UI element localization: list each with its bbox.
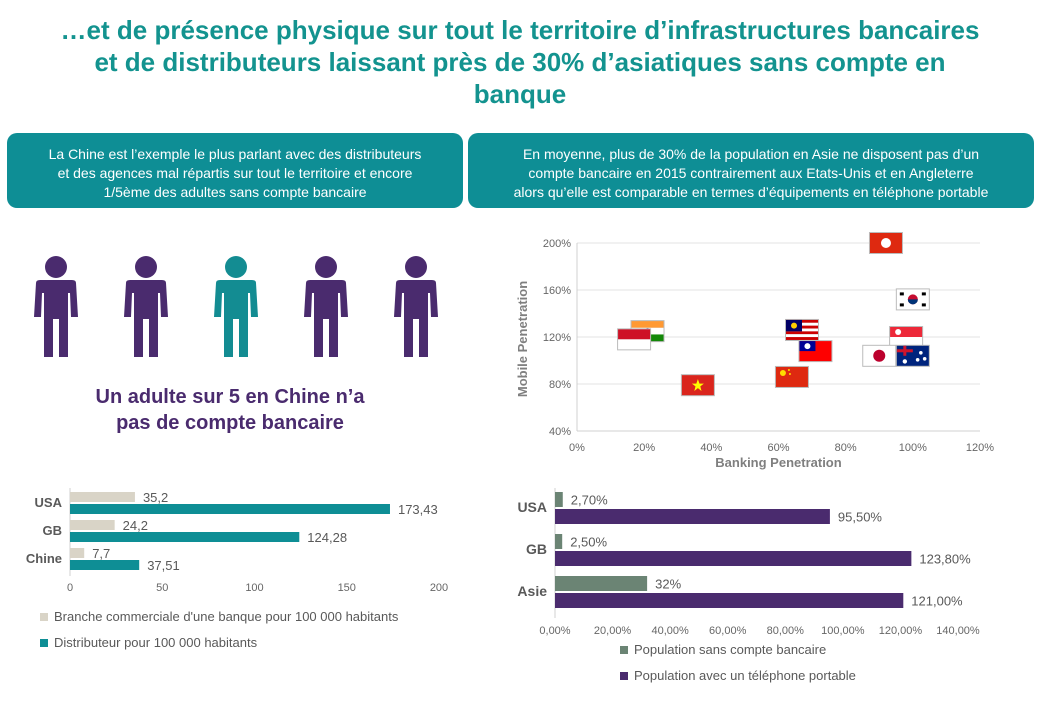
legend-label: Branche commerciale d'une banque pour 10… [54,609,399,624]
category-label: USA [35,495,63,510]
bar [555,534,563,549]
population-bar-chart: USA 2,70% 95,50% GB 2,50% 123,80% Asie 32% 121,0… [517,488,980,683]
person-icon [300,255,352,359]
category-label: Asie [517,583,547,599]
data-label: 95,50% [838,510,883,525]
x-tick-label: 20,00% [594,625,632,637]
indonesia-flag [617,328,652,351]
x-tick-label: 100% [899,442,927,454]
x-tick-label: 0 [67,582,73,594]
data-label: 121,00% [911,594,963,609]
x-tick-label: 140,00% [936,625,980,637]
page-title: …et de présence physique sur tout le ter… [10,14,1030,110]
x-tick-label: 120,00% [879,625,923,637]
vietnam-flag [680,374,715,397]
data-label: 32% [655,577,681,592]
x-tick-label: 80,00% [767,625,805,637]
japan-flag [862,344,897,367]
info-line: La Chine est l’exemple le plus parlant a… [48,146,422,162]
bar [70,532,300,542]
person-icon [120,255,172,359]
china-flag [774,365,809,388]
person-icon [30,255,82,359]
x-tick-label: 40% [700,442,722,454]
category-label: GB [526,541,547,557]
scatter-chart: 40% 80% 120% 160% 200% 0% 20% 40% 60% 80% 100% 120%… [515,232,994,470]
singapore-flag [889,326,924,348]
china-tagline: Un adulte sur 5 en Chine n’a pas de comp… [40,384,420,436]
tagline-line: Un adulte sur 5 en Chine n’a [95,386,365,408]
info-line: 1/5ème des adultes sans compte bancaire [103,184,367,200]
legend-label: Population avec un téléphone portable [634,668,856,683]
category-label: Chine [26,551,62,566]
legend-label: Population sans compte bancaire [634,642,826,657]
bar [70,520,115,530]
asia-info-box: En moyenne, plus de 30% de la population… [468,133,1034,208]
data-label: 35,2 [143,490,168,505]
title-line: …et de présence physique sur tout le ter… [60,15,980,45]
title-line: banque [473,79,567,109]
south-korea-flag [895,288,930,311]
x-axis-title: Banking Penetration [715,455,841,470]
data-label: 124,28 [307,530,347,545]
legend-swatch [40,613,48,621]
category-label: USA [517,499,547,515]
bank-infrastructure-bar-chart: USA 35,2 173,43 GB 24,2 124,28 Chine 7,7 37,51 0 5… [26,488,448,650]
x-tick-label: 150 [338,582,356,594]
bar [555,492,563,507]
bar [70,504,390,514]
bar [555,551,912,566]
info-line: et des agences mal répartis sur tout le … [57,165,413,181]
x-tick-label: 100,00% [821,625,865,637]
data-label: 37,51 [147,558,180,573]
data-label: 7,7 [92,546,110,561]
data-label: 24,2 [123,518,148,533]
x-tick-label: 50 [156,582,168,594]
legend-swatch [620,646,628,654]
bar [555,576,648,591]
x-tick-label: 0% [569,442,585,454]
china-info-box: La Chine est l’exemple le plus parlant a… [7,133,463,208]
hong-kong-flag [868,232,903,254]
y-tick-label: 120% [543,332,571,344]
x-tick-label: 60,00% [709,625,747,637]
legend-label: Distributeur pour 100 000 habitants [54,635,258,650]
x-tick-label: 40,00% [651,625,689,637]
x-tick-label: 20% [633,442,655,454]
category-label: GB [43,523,63,538]
x-tick-label: 100 [245,582,263,594]
malaysia-flag [785,318,820,341]
info-line: alors qu’elle est comparable en termes d… [513,184,989,200]
bar [555,509,830,524]
legend-swatch [40,639,48,647]
x-tick-label: 200 [430,582,448,594]
person-icon [210,255,262,359]
bar [70,548,85,558]
info-line: compte bancaire en 2015 contrairement au… [528,165,974,181]
data-label: 2,70% [571,493,608,508]
y-axis-title: Mobile Penetration [515,281,530,397]
data-label: 123,80% [919,552,971,567]
y-tick-label: 80% [549,379,571,391]
australia-flag [895,344,930,367]
y-tick-label: 160% [543,285,571,297]
y-tick-label: 40% [549,426,571,438]
bar [555,593,904,608]
bar [70,492,135,502]
x-tick-label: 80% [835,442,857,454]
bar [70,560,140,570]
data-label: 2,50% [570,535,607,550]
x-tick-label: 0,00% [539,625,570,637]
info-line: En moyenne, plus de 30% de la population… [522,146,980,162]
x-tick-label: 60% [767,442,789,454]
legend-swatch [620,672,628,680]
people-pictogram [30,255,450,365]
taiwan-flag [798,340,833,363]
x-tick-label: 120% [966,442,994,454]
tagline-line: pas de compte bancaire [116,412,344,434]
data-label: 173,43 [398,502,438,517]
y-tick-label: 200% [543,238,571,250]
title-line: et de distributeurs laissant près de 30%… [94,47,946,77]
person-icon [390,255,442,359]
